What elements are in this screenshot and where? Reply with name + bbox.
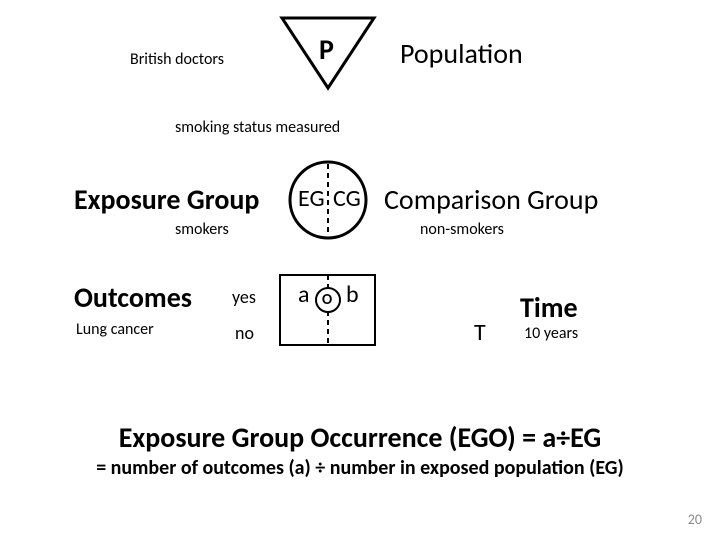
triangle-letter: P xyxy=(319,32,334,67)
formula-line2: = number of outcomes (a) ÷ number in exp… xyxy=(0,456,720,480)
b-label: b xyxy=(346,280,359,309)
yes-label: yes xyxy=(232,286,256,308)
years-label: 10 years xyxy=(524,324,578,343)
british-doctors-label: British doctors xyxy=(130,50,224,69)
smokers-label: smokers xyxy=(175,220,229,239)
eg-label: EG xyxy=(298,184,325,213)
comparison-group-title: Comparison Group xyxy=(384,182,598,217)
status-measured: smoking status measured xyxy=(175,118,340,137)
o-letter: O xyxy=(322,291,332,309)
a-label: a xyxy=(298,280,310,309)
no-label: no xyxy=(235,322,254,344)
t-letter: T xyxy=(474,318,486,347)
lung-cancer-label: Lung cancer xyxy=(76,320,154,339)
population-label: Population xyxy=(400,36,523,71)
formula-line1: Exposure Group Occurrence (EGO) = a÷EG xyxy=(0,420,720,455)
outcomes-title: Outcomes xyxy=(74,280,192,315)
time-label: Time xyxy=(520,290,578,325)
exposure-group-title: Exposure Group xyxy=(74,182,259,217)
slide-number: 20 xyxy=(688,511,702,528)
cg-label: CG xyxy=(333,184,361,213)
nonsmokers-label: non-smokers xyxy=(420,220,504,239)
